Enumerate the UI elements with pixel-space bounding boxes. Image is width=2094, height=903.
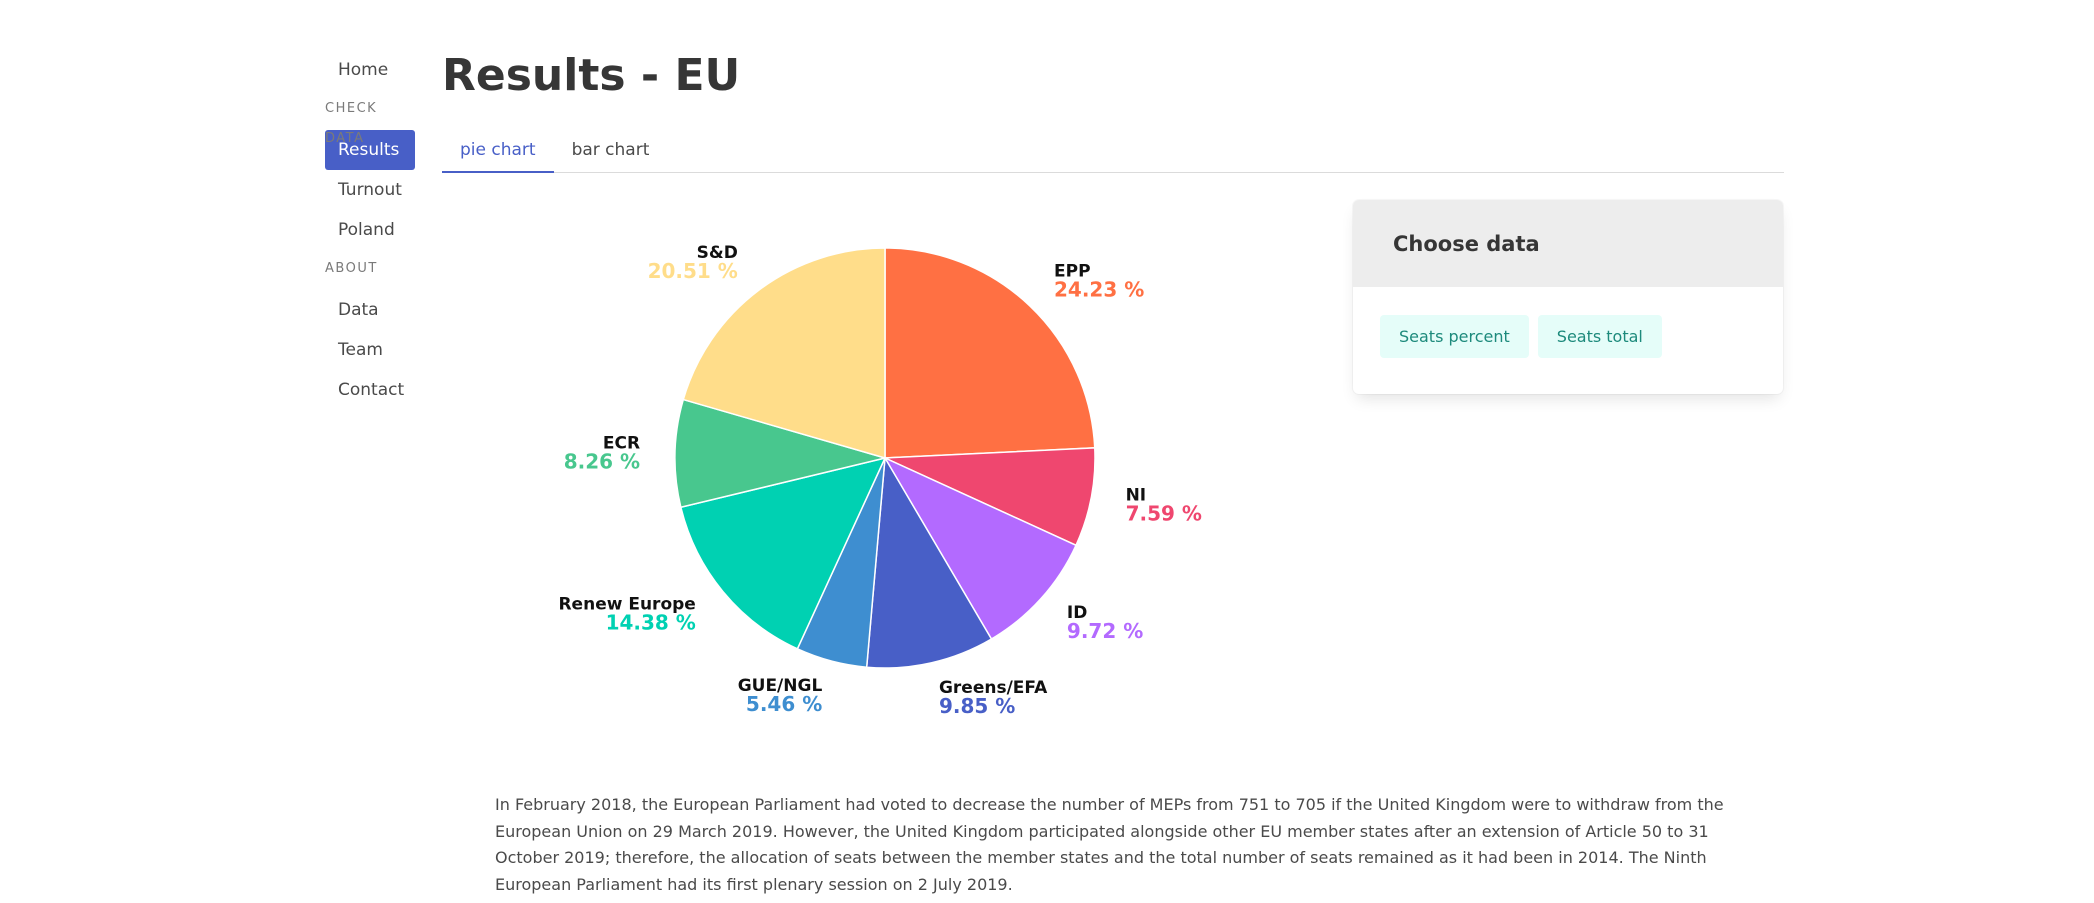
pie-value-renew-europe: 14.38 % [606, 611, 696, 635]
pie-slice-renew-europe[interactable] [679, 456, 887, 650]
nav-turnout[interactable]: Turnout [338, 180, 402, 200]
pie-label-ecr: ECR [603, 433, 640, 453]
pie-value-ni: 7.59 % [1126, 501, 1202, 525]
seats-percent-button[interactable]: Seats percent [1380, 315, 1529, 358]
nav-data[interactable]: Data [338, 300, 379, 320]
pie-label-s-d: S&D [697, 243, 738, 263]
pie-value-id: 9.72 % [1067, 619, 1143, 643]
choose-data-header: Choose data [1353, 200, 1783, 287]
pie-value-gue-ngl: 5.46 % [746, 692, 822, 716]
pie-slice-epp[interactable] [884, 247, 1096, 459]
nav-contact[interactable]: Contact [338, 380, 405, 400]
tab-bar-chart[interactable]: bar chart [571, 140, 650, 160]
pie-slice-id[interactable] [883, 456, 1078, 641]
pie-label-ni: NI [1126, 485, 1147, 505]
pie-value-epp: 24.23 % [1054, 278, 1144, 302]
pie-slice-ecr[interactable] [674, 398, 888, 509]
nav-section-check-data: CHECK DATA [325, 101, 378, 146]
pie-label-id: ID [1067, 603, 1087, 623]
pie-value-s-d: 20.51 % [648, 259, 738, 283]
page-title: Results - EU [442, 50, 741, 101]
pie-value-greens-efa: 9.85 % [939, 694, 1015, 718]
pie-label-gue-ngl: GUE/NGL [738, 676, 823, 696]
pie-slice-greens-efa[interactable] [865, 455, 993, 669]
description-text: In February 2018, the European Parliamen… [495, 795, 1724, 894]
pie-slice-ni[interactable] [884, 447, 1096, 547]
nav-team[interactable]: Team [338, 340, 383, 360]
tab-pie-chart[interactable]: pie chart [442, 128, 554, 173]
choose-data-body: Seats percent Seats total [1353, 287, 1783, 358]
pie-label-greens-efa: Greens/EFA [939, 678, 1048, 698]
chart-tabs: pie chart bar chart [442, 128, 1784, 173]
pie-value-ecr: 8.26 % [564, 449, 640, 473]
choose-data-card: Choose data Seats percent Seats total [1353, 200, 1783, 394]
seats-total-button[interactable]: Seats total [1537, 315, 1662, 358]
nav-results[interactable]: Results [325, 130, 415, 170]
nav-section-about: ABOUT [325, 261, 378, 276]
sidebar: Home CHECK DATA Results Turnout Poland A… [325, 50, 415, 410]
pie-label-epp: EPP [1054, 262, 1091, 282]
pie-slice-s-d[interactable] [682, 247, 886, 459]
nav-home[interactable]: Home [338, 60, 389, 80]
pie-label-renew-europe: Renew Europe [558, 595, 695, 615]
nav-poland[interactable]: Poland [338, 220, 395, 240]
pie-chart-container: EPP 24.23 % NI 7.59 % ID 9.72 % Greens/EFA 9.85… [540, 215, 1300, 735]
